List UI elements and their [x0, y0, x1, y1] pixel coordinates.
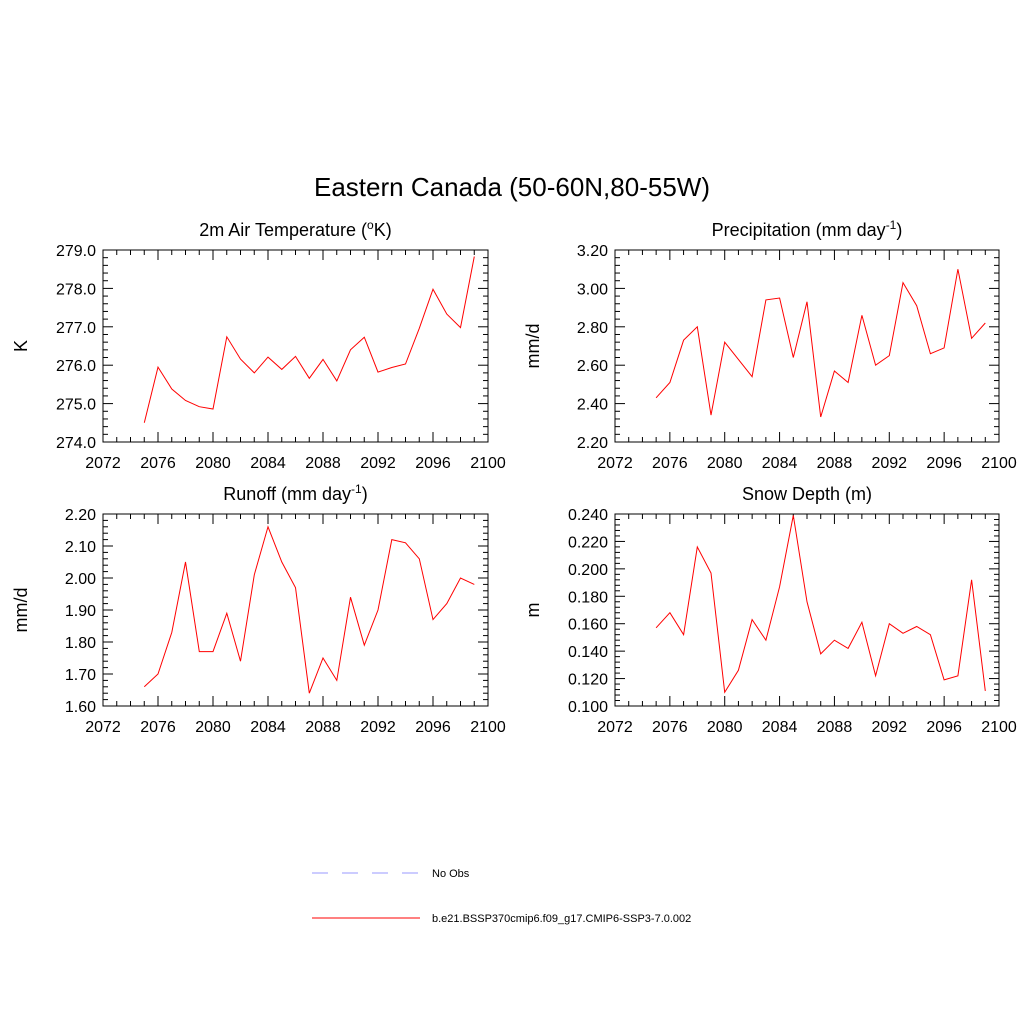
panel-2: 2072 2076 2080 2084 2088 2092 2096 2100 2.20 2.40…	[523, 218, 1017, 472]
x-tick-label: 2080	[195, 455, 231, 472]
legend-item: b.e21.BSSP370cmip6.f09_g17.CMIP6-SSP3-7.…	[312, 913, 691, 925]
y-tick-label: 1.70	[65, 667, 96, 684]
y-tick-label: 0.200	[568, 562, 608, 579]
y-tick-label: 1.90	[65, 603, 96, 620]
legend-label: No Obs	[432, 868, 470, 880]
legend-item: No Obs	[312, 868, 470, 880]
x-tick-label: 2096	[415, 719, 451, 736]
x-tick-label: 2076	[140, 719, 176, 736]
y-tick-label: 0.220	[568, 534, 608, 551]
x-tick-label: 2092	[871, 455, 907, 472]
y-tick-label: 1.60	[65, 699, 96, 716]
x-tick-label: 2072	[85, 719, 121, 736]
figure-title: Eastern Canada (50-60N,80-55W)	[314, 172, 710, 202]
panel-title: Precipitation (mm day-1)	[712, 218, 903, 240]
x-tick-label: 2100	[470, 719, 506, 736]
x-tick-label: 2076	[652, 719, 688, 736]
panel-4: 2072 2076 2080 2084 2088 2092 2096 2100 0.100 0.1…	[523, 484, 1017, 736]
series-line	[655, 515, 986, 694]
x-tick-label: 2088	[305, 719, 341, 736]
y-tick-label: 2.10	[65, 539, 96, 556]
panel-title: Snow Depth (m)	[742, 484, 872, 504]
y-axis-label: mm/d	[11, 588, 31, 633]
x-tick-label: 2100	[470, 455, 506, 472]
plot-frame	[102, 513, 489, 707]
x-tick-label: 2100	[981, 719, 1017, 736]
plot-frame	[102, 249, 489, 443]
x-tick-label: 2076	[652, 455, 688, 472]
y-tick-label: 276.0	[56, 358, 96, 375]
y-tick-label: 0.120	[568, 672, 608, 689]
x-tick-label: 2084	[250, 719, 286, 736]
y-tick-label: 0.240	[568, 507, 608, 524]
series-line	[143, 525, 475, 694]
y-tick-label: 2.20	[577, 435, 608, 452]
x-tick-label: 2072	[597, 719, 633, 736]
panels: 2072 2076 2080 2084 2088 2092 2096 2100 274.0 275…	[11, 218, 1017, 736]
x-tick-label: 2096	[926, 455, 962, 472]
y-axis-label: K	[11, 340, 31, 352]
series-line	[143, 256, 475, 423]
x-tick-label: 2088	[817, 719, 853, 736]
y-tick-label: 0.180	[568, 589, 608, 606]
panel-title: Runoff (mm day-1)	[223, 482, 367, 504]
y-tick-label: 277.0	[56, 320, 96, 337]
x-tick-label: 2080	[707, 719, 743, 736]
panel-1: 2072 2076 2080 2084 2088 2092 2096 2100 274.0 275…	[11, 218, 506, 472]
y-tick-label: 0.100	[568, 699, 608, 716]
x-tick-label: 2092	[360, 719, 396, 736]
plot-frame	[614, 513, 1000, 707]
x-tick-label: 2096	[415, 455, 451, 472]
y-tick-label: 0.140	[568, 644, 608, 661]
x-tick-label: 2084	[762, 455, 798, 472]
x-tick-label: 2092	[360, 455, 396, 472]
x-tick-label: 2088	[817, 455, 853, 472]
y-tick-label: 1.80	[65, 635, 96, 652]
x-tick-label: 2072	[85, 455, 121, 472]
x-tick-label: 2072	[597, 455, 633, 472]
x-tick-label: 2080	[195, 719, 231, 736]
y-axis-label: mm/d	[523, 324, 543, 369]
panel-title: 2m Air Temperature (oK)	[199, 218, 391, 240]
legend: No Obs b.e21.BSSP370cmip6.f09_g17.CMIP6-S…	[312, 868, 691, 925]
y-tick-label: 2.00	[65, 571, 96, 588]
y-tick-label: 3.20	[577, 243, 608, 260]
y-axis-label: m	[523, 603, 543, 618]
y-tick-label: 2.60	[577, 358, 608, 375]
series-line	[655, 269, 986, 418]
plot-frame	[614, 249, 1000, 443]
x-tick-label: 2088	[305, 455, 341, 472]
y-tick-label: 3.00	[577, 281, 608, 298]
x-tick-label: 2084	[762, 719, 798, 736]
x-tick-label: 2080	[707, 455, 743, 472]
y-tick-label: 279.0	[56, 243, 96, 260]
y-tick-label: 2.20	[65, 507, 96, 524]
x-tick-label: 2096	[926, 719, 962, 736]
y-tick-label: 278.0	[56, 281, 96, 298]
panel-3: 2072 2076 2080 2084 2088 2092 2096 2100 1.60 1.70…	[11, 482, 506, 736]
x-tick-label: 2092	[871, 719, 907, 736]
y-tick-label: 275.0	[56, 397, 96, 414]
x-tick-label: 2076	[140, 455, 176, 472]
x-tick-label: 2100	[981, 455, 1017, 472]
y-tick-label: 274.0	[56, 435, 96, 452]
y-tick-label: 0.160	[568, 617, 608, 634]
legend-label: b.e21.BSSP370cmip6.f09_g17.CMIP6-SSP3-7.…	[432, 913, 691, 925]
x-tick-label: 2084	[250, 455, 286, 472]
y-tick-label: 2.80	[577, 320, 608, 337]
y-tick-label: 2.40	[577, 397, 608, 414]
